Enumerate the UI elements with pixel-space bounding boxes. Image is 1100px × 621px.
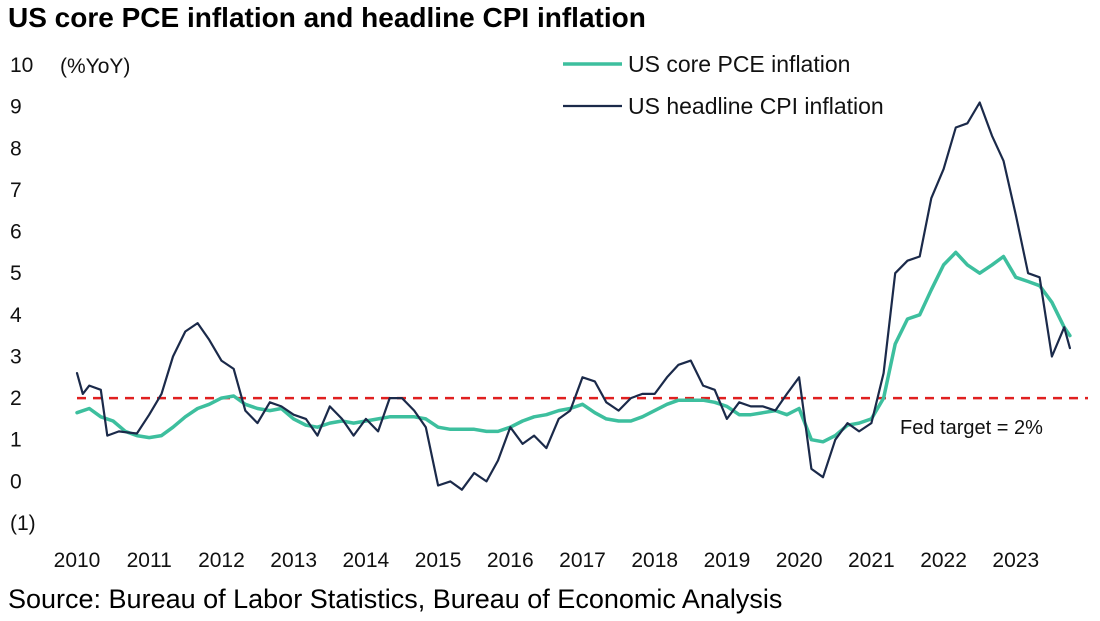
source-note: Source: Bureau of Labor Statistics, Bure… <box>8 584 783 614</box>
x-tick-label: 2011 <box>127 549 172 572</box>
y-tick-label: (1) <box>10 512 36 535</box>
fed-target-label: Fed target = 2% <box>900 417 1043 439</box>
x-tick-label: 2010 <box>54 549 101 572</box>
x-tick-label: 2014 <box>342 549 389 572</box>
legend-label: US headline CPI inflation <box>628 93 884 119</box>
series-lines <box>75 101 1072 491</box>
core-pce-line <box>75 250 1072 444</box>
y-tick-label: 0 <box>10 470 22 493</box>
y-tick-label: 10 <box>10 54 33 77</box>
x-tick-label: 2016 <box>487 549 534 572</box>
y-tick-label: 1 <box>10 429 22 452</box>
legend-label: US core PCE inflation <box>628 51 850 77</box>
x-tick-label: 2019 <box>704 549 751 572</box>
y-unit-label: (%YoY) <box>60 55 130 78</box>
x-tick-label: 2012 <box>198 549 245 572</box>
x-axis: 2010 2011 2012 2013 2014 2015 2016 2017 2018 2019… <box>54 549 1040 572</box>
x-tick-label: 2021 <box>848 549 895 572</box>
chart-title: US core PCE inflation and headline CPI i… <box>8 2 646 33</box>
x-tick-label: 2018 <box>631 549 678 572</box>
headline-cpi-line <box>75 101 1071 491</box>
y-tick-label: 8 <box>10 137 22 160</box>
x-tick-label: 2013 <box>270 549 317 572</box>
x-tick-label: 2023 <box>992 549 1039 572</box>
y-tick-label: 6 <box>10 221 22 244</box>
x-tick-label: 2017 <box>559 549 606 572</box>
x-tick-label: 2015 <box>415 549 462 572</box>
x-tick-label: 2020 <box>776 549 823 572</box>
y-tick-label: 7 <box>10 179 22 202</box>
legend: US core PCE inflation US headline CPI inf… <box>563 51 884 119</box>
x-tick-label: 2022 <box>920 549 967 572</box>
y-tick-label: 5 <box>10 262 22 285</box>
y-tick-label: 9 <box>10 96 22 119</box>
y-tick-label: 4 <box>10 304 22 327</box>
y-tick-label: 3 <box>10 345 22 368</box>
fed-target-reference: Fed target = 2% <box>77 396 1088 439</box>
y-tick-label: 2 <box>10 387 22 410</box>
